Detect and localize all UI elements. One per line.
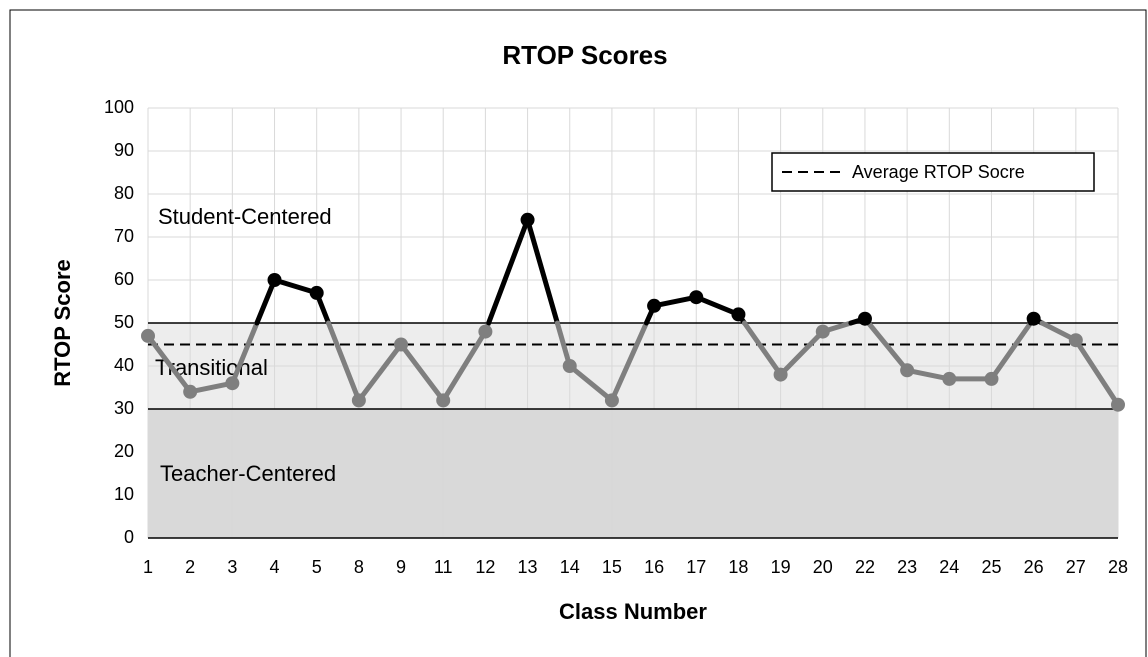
line-segment xyxy=(326,320,362,403)
x-tick-label: 16 xyxy=(644,557,664,577)
point xyxy=(604,393,619,408)
point xyxy=(351,393,366,408)
band xyxy=(148,108,1118,323)
x-tick-label: 9 xyxy=(396,557,406,577)
x-tick-label: 28 xyxy=(1108,557,1128,577)
line-segment xyxy=(254,277,278,326)
line-segment xyxy=(554,320,573,369)
line-segment xyxy=(567,363,615,403)
point xyxy=(942,371,957,386)
point xyxy=(394,337,409,352)
y-tick-label: 20 xyxy=(114,441,134,461)
line-segment xyxy=(741,320,784,378)
line-segment xyxy=(398,342,446,403)
point xyxy=(1068,333,1083,348)
line-segment xyxy=(988,320,1034,382)
x-tick-label: 12 xyxy=(475,557,495,577)
point xyxy=(520,212,535,227)
point xyxy=(562,359,577,373)
x-tick-label: 2 xyxy=(185,557,195,577)
point xyxy=(984,371,999,386)
x-tick-label: 25 xyxy=(981,557,1001,577)
chart-frame xyxy=(9,9,1147,657)
x-tick-label: 11 xyxy=(434,557,453,577)
band-label: Teacher-Centered xyxy=(160,461,336,486)
x-tick-label: 8 xyxy=(354,557,364,577)
x-tick-label: 22 xyxy=(855,557,875,577)
x-tick-label: 1 xyxy=(143,557,153,577)
line-segment xyxy=(693,294,741,317)
point xyxy=(647,298,662,313)
legend-label: Average RTOP Socre xyxy=(852,162,1025,182)
y-tick-label: 80 xyxy=(114,183,134,203)
x-tick-label: 24 xyxy=(939,557,959,577)
point xyxy=(900,363,915,378)
line-segment xyxy=(778,329,826,378)
x-tick-label: 20 xyxy=(813,557,833,577)
y-tick-label: 50 xyxy=(114,312,134,332)
band xyxy=(148,409,1118,538)
line-segment xyxy=(904,367,952,382)
point xyxy=(815,324,830,339)
x-tick-label: 18 xyxy=(728,557,748,577)
y-tick-label: 0 xyxy=(124,527,134,547)
x-tick-label: 14 xyxy=(560,557,580,577)
x-tick-label: 23 xyxy=(897,557,917,577)
point xyxy=(773,367,788,382)
line-segment xyxy=(609,320,649,403)
point xyxy=(225,376,240,391)
y-tick-label: 90 xyxy=(114,140,134,160)
line-segment xyxy=(440,329,488,403)
x-tick-label: 4 xyxy=(270,557,280,577)
band-label: Student-Centered xyxy=(158,204,332,229)
point xyxy=(267,273,282,287)
point xyxy=(309,285,324,300)
point xyxy=(1111,397,1125,412)
point xyxy=(1026,311,1041,326)
point xyxy=(436,393,451,408)
x-tick-label: 17 xyxy=(686,557,706,577)
x-tick-label: 15 xyxy=(602,557,622,577)
chart-title: RTOP Scores xyxy=(502,40,667,70)
line-segment xyxy=(651,294,699,309)
y-tick-label: 70 xyxy=(114,226,134,246)
point xyxy=(689,290,704,305)
x-axis-label: Class Number xyxy=(559,599,707,624)
x-tick-label: 27 xyxy=(1066,557,1086,577)
x-tick-label: 3 xyxy=(227,557,237,577)
x-tick-label: 26 xyxy=(1024,557,1044,577)
line-segment xyxy=(229,320,260,386)
y-tick-label: 40 xyxy=(114,355,134,375)
legend-box xyxy=(771,152,1095,192)
y-tick-label: 10 xyxy=(114,484,134,504)
point xyxy=(857,311,872,326)
point xyxy=(183,384,198,399)
line-segment xyxy=(486,217,531,326)
y-tick-label: 100 xyxy=(104,97,134,117)
y-axis-label: RTOP Score xyxy=(50,259,75,387)
y-tick-label: 30 xyxy=(114,398,134,418)
line-segment xyxy=(525,217,560,326)
line-segment xyxy=(272,277,320,296)
y-tick-label: 60 xyxy=(114,269,134,289)
line-segment xyxy=(865,320,910,373)
point xyxy=(478,324,493,339)
x-tick-label: 19 xyxy=(771,557,791,577)
x-tick-label: 13 xyxy=(518,557,538,577)
x-tick-label: 5 xyxy=(312,557,322,577)
line-segment xyxy=(187,380,235,395)
point xyxy=(731,307,746,322)
line-segment xyxy=(145,333,193,395)
point xyxy=(141,328,155,343)
line-segment xyxy=(1073,337,1121,408)
line-segment xyxy=(356,342,404,403)
